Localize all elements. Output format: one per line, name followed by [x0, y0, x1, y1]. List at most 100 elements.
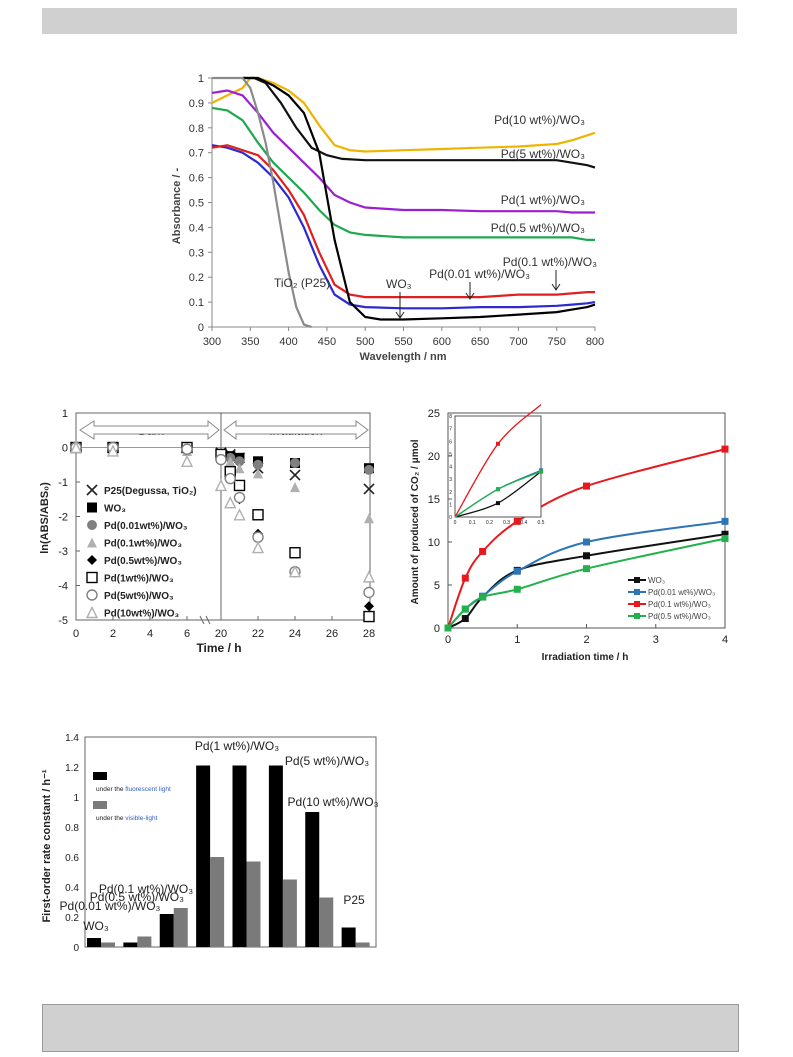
chart4-bar-s0: [341, 927, 356, 947]
chart3-x-tick-label: 0: [445, 634, 451, 646]
chart2-point-s7: [224, 496, 237, 509]
chart1-y-tick-label: 1: [198, 73, 204, 85]
chart1-x-tick-label: 650: [471, 336, 489, 348]
chart2-point-s6: [215, 453, 227, 466]
chart3-legend-label-3: Pd(0.5 wt%)/WO₃: [648, 612, 711, 621]
chart1-series-line-1: [242, 76, 596, 169]
chart4-bar-s0: [196, 765, 211, 947]
chart2-point-s2: [234, 456, 245, 467]
chart2-point-s6: [363, 586, 375, 599]
header-band: [42, 8, 737, 34]
chart4-category-label: Pd(0.01 wt%)/WO₃: [60, 899, 161, 913]
chart2-point-s0: [289, 469, 301, 481]
decay-chart: ln(ABS/ABS₀) Time / h Dark Irradiation 1…: [39, 408, 376, 655]
chart4-bar-s1: [101, 942, 115, 947]
chart3-x-tick-label: 4: [722, 634, 728, 646]
chart3-inset-x-tick-label: 0.1: [469, 520, 476, 526]
chart2-point-s6: [233, 491, 246, 504]
chart2-dark-arrow: [79, 419, 220, 441]
chart4-legend-swatch-1: [93, 801, 107, 809]
chart1-annotation: Pd(10 wt%)/WO₃: [494, 113, 585, 127]
chart2-x-tick-label: 0: [73, 628, 79, 640]
chart1-arrow-pd001: [465, 282, 475, 300]
chart2-legend-label-4: Pd(0.5wt%)/WO₃: [104, 556, 182, 567]
chart3-point-s0: [583, 552, 590, 560]
chart1-x-tick-label: 300: [203, 336, 221, 348]
chart4-category-label: Pd(10 wt%)/WO₃: [288, 795, 379, 809]
chart4-category-label: P25: [343, 893, 365, 907]
chart4-category-label: Pd(0.1 wt%)/WO₃: [99, 882, 193, 896]
chart1-series-line-3: [211, 106, 595, 241]
chart2-legend-label-6: Pd(5wt%)/WO₃: [104, 591, 174, 602]
chart3-legend-marker-1: [634, 589, 640, 595]
chart2-legend-label-5: Pd(1wt%)/WO₃: [104, 574, 174, 585]
chart4-y-tick-label: 0.2: [65, 913, 79, 924]
chart3-point-s3: [583, 565, 590, 573]
chart4-category-label: Pd(5 wt%)/WO₃: [285, 754, 369, 768]
chart4-category-label: Pd(0.5 wt%)/WO₃: [90, 890, 184, 904]
chart2-point-s5: [363, 610, 375, 623]
chart3-point-s2: [721, 445, 729, 453]
chart3-point-s3: [461, 605, 469, 613]
chart2-x-tick-label: 20: [215, 628, 227, 640]
chart3-point-s3: [513, 585, 521, 593]
absorbance-chart: Absorbance / - Wavelength / nm 0 0.1 0.2 0.…: [171, 73, 604, 363]
chart3-x-tick-label: 3: [653, 634, 659, 646]
chart3-inset-y-tick-label: 2: [449, 490, 452, 496]
chart1-series-line-7: [212, 76, 312, 329]
rate-constant-chart: First-order rate constant / h⁻¹ 0 0.2 0.4 0…: [41, 733, 379, 954]
chart3-inset-y-tick-label: 7: [449, 427, 452, 433]
chart2-axis-break: [199, 615, 211, 625]
chart1-annotation: Pd(5 wt%)/WO₃: [501, 147, 585, 161]
chart1-y-tick-label: 0.5: [189, 198, 204, 210]
chart4-legend-label-0: under the fluorescent light: [96, 786, 171, 793]
chart2-x-tick-label: 2: [110, 628, 116, 640]
chart1-annotation: Pd(0.1 wt%)/WO₃: [503, 255, 597, 269]
chart1-x-tick-label: 550: [394, 336, 412, 348]
chart4-legend-label-1: under the visible-light: [96, 815, 158, 822]
chart4-bar-s0: [123, 942, 138, 947]
chart2-point-s2: [364, 464, 374, 475]
chart4-legend-highlight-0: fluorescent light: [125, 786, 171, 793]
chart2-point-s7: [251, 540, 265, 554]
chart3-x-tick-label: 1: [514, 634, 520, 646]
chart2-point-s7: [362, 570, 376, 583]
chart4-ylabel: First-order rate constant / h⁻¹: [41, 769, 53, 922]
chart2-legend-marker-0: [86, 484, 98, 496]
chart1-y-tick-label: 0: [198, 322, 204, 334]
chart3-legend-label-0: WO₃: [648, 576, 665, 585]
chart2-point-s6: [224, 472, 236, 485]
chart2-point-s5: [252, 509, 264, 521]
chart2-x-tick-label: 6: [184, 628, 190, 640]
chart3-y-tick-label: 15: [428, 494, 440, 506]
chart3-y-tick-label: 5: [434, 580, 440, 592]
chart1-y-tick-label: 0.7: [189, 148, 204, 160]
chart3-point-s3: [721, 535, 729, 543]
chart2-x-tick-label: 26: [326, 628, 338, 640]
chart2-point-s3: [253, 468, 263, 479]
chart2-ylabel: ln(ABS/ABS₀): [39, 482, 51, 554]
chart2-y-tick-label: -1: [58, 477, 68, 489]
chart3-point-s0: [721, 530, 729, 538]
chart3-ylabel: Amount of produced of CO₂ / μmol: [410, 439, 421, 604]
chart2-legend-marker-5: [86, 571, 98, 584]
chart3-legend-marker-2: [634, 601, 640, 607]
chart2-point-s0: [363, 483, 375, 495]
chart3-inset-y-tick-label: 8: [449, 414, 452, 420]
chart3-inset-x-tick-label: 0.2: [486, 520, 493, 526]
chart1-x-tick-label: 350: [241, 336, 259, 348]
chart1-series-line-5: [211, 144, 595, 299]
chart3-legend-marker-0: [634, 577, 640, 583]
chart4-bar-s1: [319, 897, 334, 947]
chart2-xlabel: Time / h: [196, 641, 241, 655]
chart2-point-s7: [180, 454, 194, 467]
chart4-y-tick-label: 0: [73, 943, 79, 954]
chart2-x-tick-label: 24: [289, 628, 301, 640]
chart3-inset-y-tick-label: 5: [449, 452, 452, 458]
chart3-point-s0: [461, 615, 469, 623]
chart1-x-tick-label: 750: [548, 336, 566, 348]
chart1-x-tick-label: 400: [279, 336, 297, 348]
chart2-irradiation-arrow: [223, 420, 369, 440]
chart3-y-tick-label: 20: [428, 451, 440, 463]
chart1-y-tick-label: 0.1: [189, 297, 204, 309]
